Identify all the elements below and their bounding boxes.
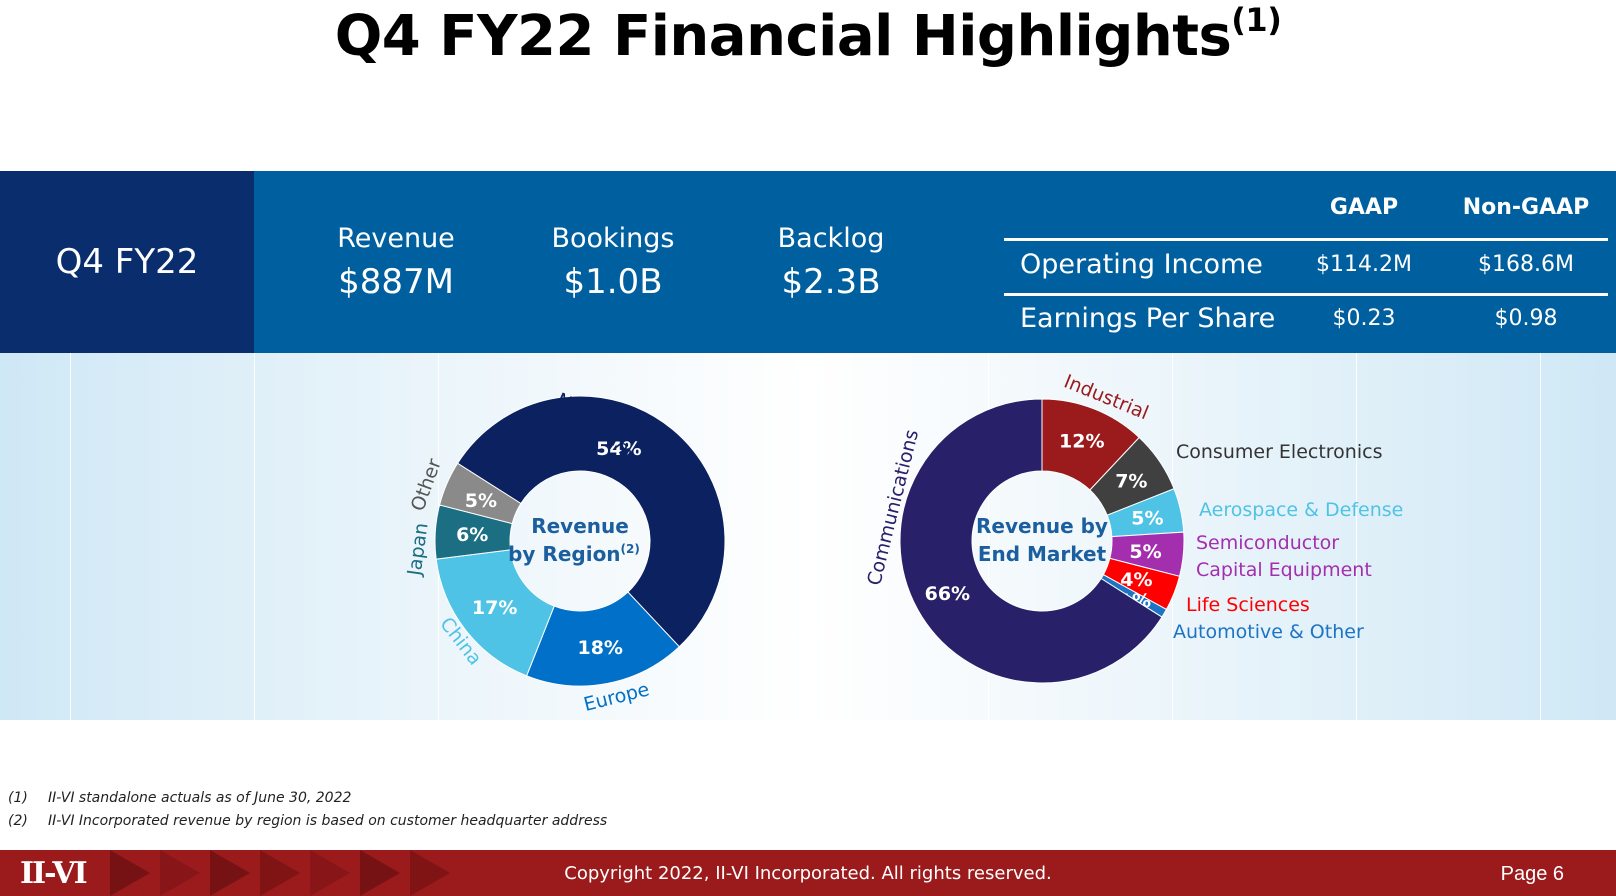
- label-automotive: Automotive & Other: [1173, 621, 1364, 643]
- cell-eps-gaap: $0.23: [1332, 306, 1396, 331]
- charts-panel: [0, 353, 1616, 720]
- label-semicap-1: Semiconductor: [1196, 532, 1339, 554]
- header-nongaap: Non-GAAP: [1462, 195, 1590, 220]
- value-label-china: 17%: [472, 597, 517, 619]
- value-label-communications: 66%: [925, 583, 970, 605]
- footnote-2: (2) II-VI Incorporated revenue by region …: [8, 813, 608, 829]
- period-label: Q4 FY22: [0, 171, 254, 353]
- highlights-band: Q4 FY22 Revenue $887M Bookings $1.0B Bac…: [0, 171, 1616, 353]
- page-title: Q4 FY22 Financial Highlights(1): [334, 1, 1282, 69]
- page-number: Page 6: [1500, 863, 1564, 885]
- value-label-europe: 18%: [577, 637, 622, 659]
- footer-pattern: [110, 850, 450, 896]
- value-label-semiconductor-capital-equipment: 5%: [1129, 541, 1161, 563]
- slice-north-america: [456, 395, 726, 648]
- value-label-other: 5%: [465, 490, 497, 512]
- slice-other: [438, 462, 522, 525]
- value-label-north-america: 54%: [596, 438, 641, 460]
- header-gaap: GAAP: [1329, 195, 1399, 220]
- cell-op-nongaap: $168.6M: [1478, 252, 1574, 277]
- metric-backlog: Backlog $2.3B: [777, 223, 885, 302]
- donut-charts: 54%18%17%6%5% 12%7%5%5%4%1%66% North Ame…: [403, 371, 1403, 716]
- value-label-consumer-electronics: 7%: [1115, 470, 1147, 492]
- label-life-sciences: Life Sciences: [1186, 594, 1310, 616]
- value-label-life-sciences: 4%: [1120, 569, 1152, 591]
- table-rule: [1004, 293, 1608, 296]
- row-eps: Earnings Per Share: [1020, 303, 1276, 334]
- metric-revenue: Revenue $887M: [337, 223, 455, 302]
- label-semicap-2: Capital Equipment: [1196, 559, 1372, 581]
- region-center-title: Revenue: [531, 514, 629, 538]
- slice-communications: [899, 398, 1163, 684]
- table-rule: [1004, 238, 1608, 241]
- label-japan: Japan: [403, 521, 432, 578]
- company-logo: II-VI: [20, 856, 88, 891]
- market-center-title-2: End Market: [978, 542, 1107, 566]
- region-donut: 54% 18% 17% 6% 5%: [434, 395, 726, 687]
- label-aerospace: Aerospace & Defense: [1199, 499, 1403, 521]
- value-label-industrial: 12%: [1059, 431, 1104, 453]
- cell-op-gaap: $114.2M: [1316, 252, 1412, 277]
- slice-china: [435, 549, 555, 677]
- cell-eps-nongaap: $0.98: [1494, 306, 1558, 331]
- metric-bookings: Bookings $1.0B: [551, 223, 675, 302]
- row-operating-income: Operating Income: [1020, 249, 1263, 280]
- market-center-title: Revenue by: [976, 514, 1108, 538]
- slice-europe: [525, 591, 680, 687]
- value-label-japan: 6%: [456, 524, 488, 546]
- copyright: Copyright 2022, II-VI Incorporated. All …: [564, 863, 1052, 884]
- footer: II-VI Copyright 2022, II-VI Incorporated…: [0, 850, 1616, 896]
- region-center-title-2: by Region(2): [508, 542, 640, 566]
- label-consumer-electronics: Consumer Electronics: [1176, 441, 1382, 463]
- footnote-1: (1) II-VI standalone actuals as of June 3…: [8, 790, 352, 806]
- value-label-aerospace-defense: 5%: [1131, 507, 1163, 529]
- market-donut: 12%7%5%5%4%1%66%: [899, 398, 1185, 684]
